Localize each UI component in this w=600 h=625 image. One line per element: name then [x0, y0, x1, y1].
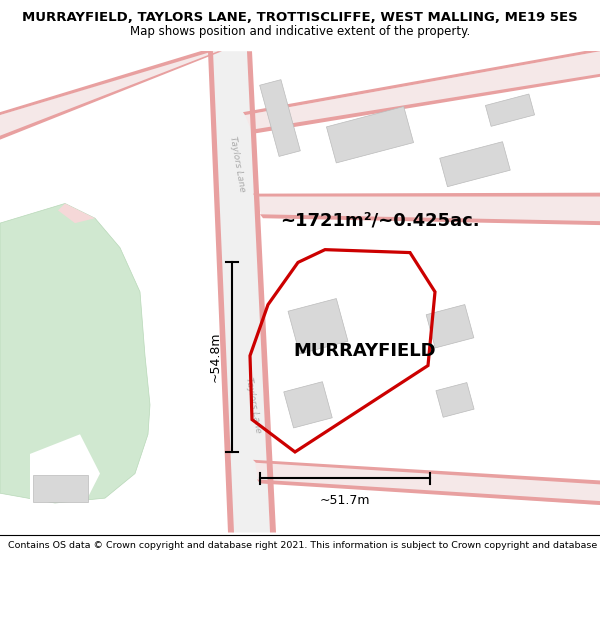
Polygon shape	[255, 197, 600, 223]
Text: ~51.7m: ~51.7m	[320, 494, 370, 508]
Text: Map shows position and indicative extent of the property.: Map shows position and indicative extent…	[130, 26, 470, 39]
Text: ~54.8m: ~54.8m	[209, 332, 222, 382]
Polygon shape	[253, 460, 600, 484]
Text: ~1721m²/~0.425ac.: ~1721m²/~0.425ac.	[280, 211, 480, 229]
Polygon shape	[257, 479, 600, 505]
Text: MURRAYFIELD: MURRAYFIELD	[293, 342, 436, 360]
Polygon shape	[326, 106, 413, 163]
Polygon shape	[0, 204, 150, 503]
Polygon shape	[30, 434, 100, 503]
Polygon shape	[426, 304, 474, 348]
Polygon shape	[251, 74, 600, 134]
Polygon shape	[436, 382, 474, 418]
Polygon shape	[284, 382, 332, 428]
Polygon shape	[0, 51, 220, 138]
Polygon shape	[212, 51, 270, 532]
Polygon shape	[247, 51, 276, 532]
Polygon shape	[485, 94, 535, 126]
Polygon shape	[0, 48, 213, 115]
Polygon shape	[245, 51, 600, 132]
Polygon shape	[260, 79, 301, 156]
Polygon shape	[260, 214, 600, 225]
Text: MURRAYFIELD, TAYLORS LANE, TROTTISCLIFFE, WEST MALLING, ME19 5ES: MURRAYFIELD, TAYLORS LANE, TROTTISCLIFFE…	[22, 11, 578, 24]
Polygon shape	[253, 192, 600, 197]
Polygon shape	[32, 474, 88, 502]
Polygon shape	[0, 51, 222, 139]
Text: Contains OS data © Crown copyright and database right 2021. This information is : Contains OS data © Crown copyright and d…	[8, 541, 600, 550]
Polygon shape	[243, 48, 600, 115]
Polygon shape	[255, 462, 600, 505]
Polygon shape	[58, 204, 95, 223]
Polygon shape	[440, 142, 510, 187]
Text: Taylors Lane: Taylors Lane	[244, 376, 262, 433]
Polygon shape	[208, 51, 234, 532]
Text: Taylors Lane: Taylors Lane	[227, 136, 247, 192]
Polygon shape	[288, 299, 348, 354]
